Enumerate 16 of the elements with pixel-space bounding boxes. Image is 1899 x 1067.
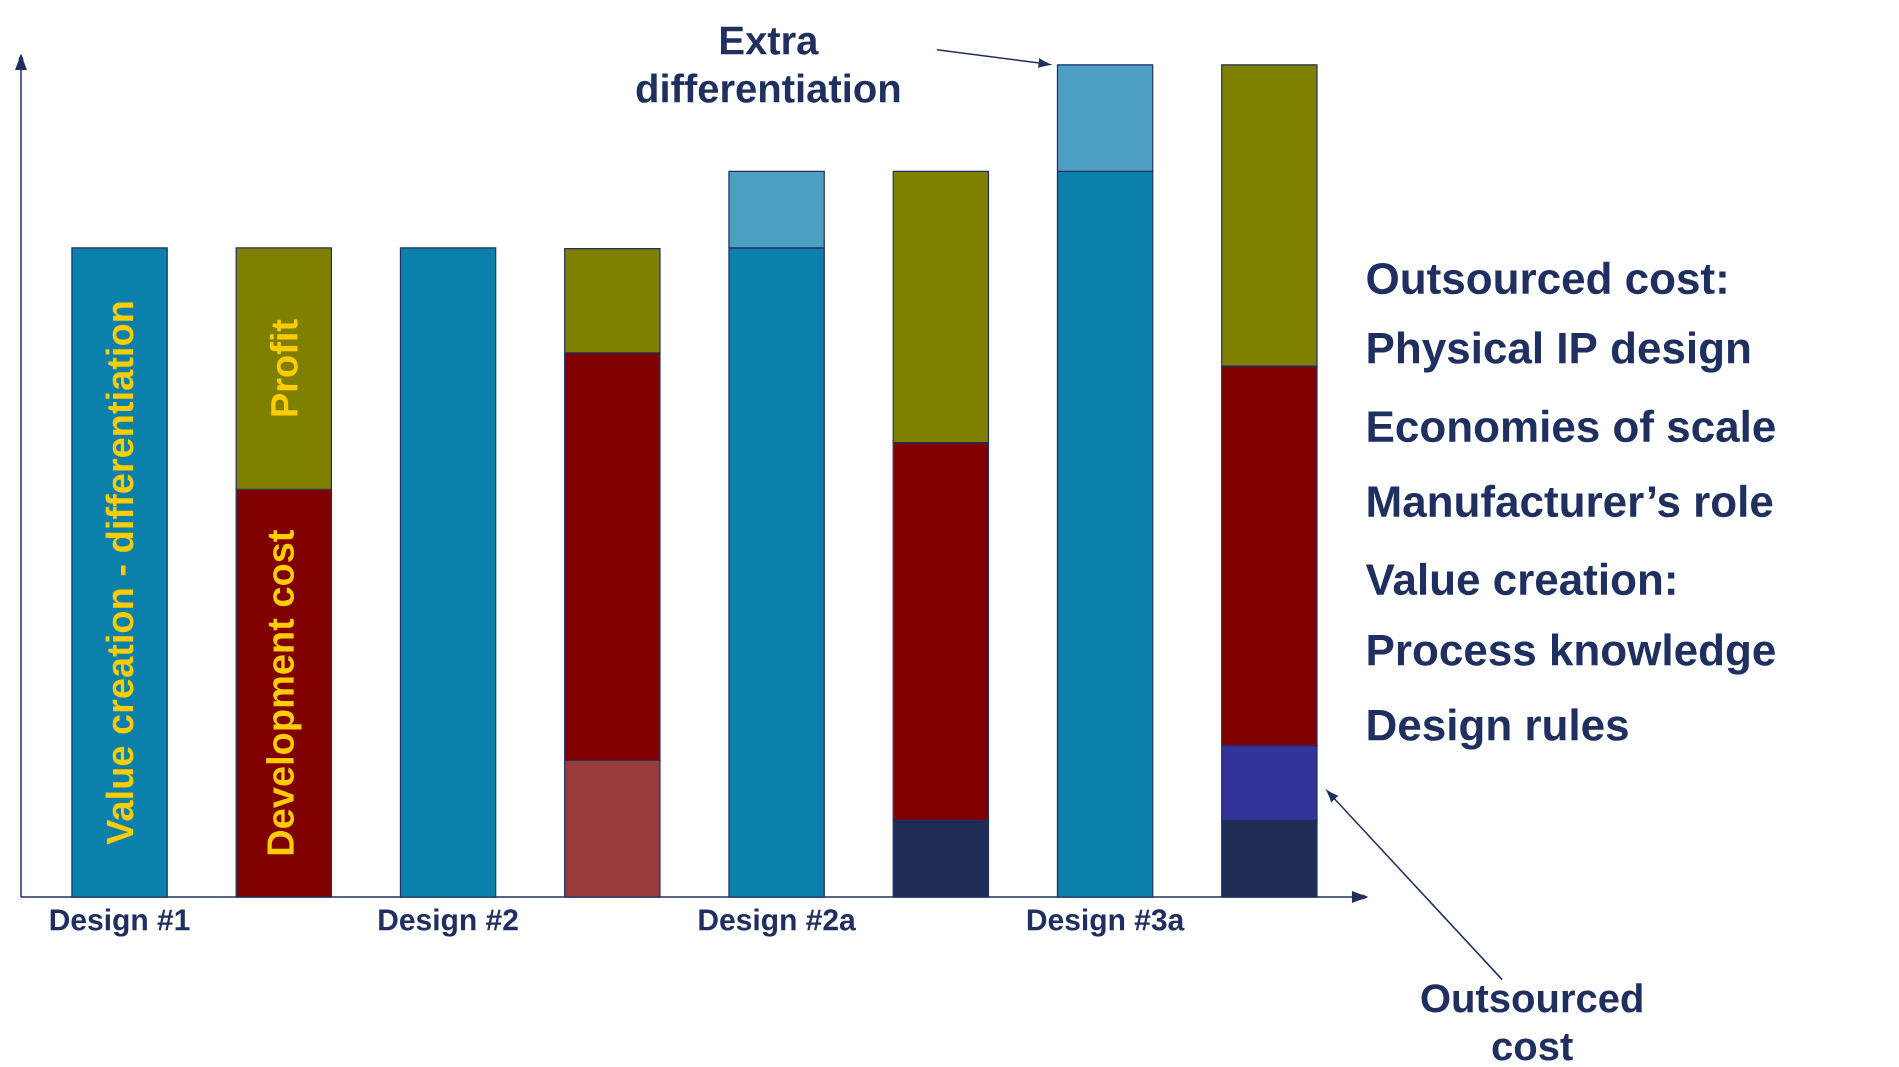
text: Outsourced cost: [1421, 983, 1642, 1061]
x-tick-label: Design #1: [50, 908, 190, 937]
x-tick-label: Design #2a: [699, 908, 856, 937]
annotation: Extra differentiation: [636, 26, 900, 103]
text: Outsourced cost:: [1367, 261, 1726, 295]
text: Economies of scale: [1368, 409, 1775, 443]
series-label: Profit: [269, 319, 298, 416]
text: Value creation:: [1365, 562, 1675, 596]
x-tick-label: Design #3a: [1027, 908, 1185, 937]
x-tick-label: Design #2: [379, 908, 518, 937]
series-label: Value creation - differentiation: [105, 302, 134, 845]
text: Process knowledge: [1368, 633, 1775, 675]
text: Manufacturer’s role: [1368, 484, 1773, 518]
text: Design rules: [1368, 708, 1628, 750]
series-label: Development cost: [266, 529, 302, 855]
text: Physical IP design: [1368, 331, 1750, 373]
